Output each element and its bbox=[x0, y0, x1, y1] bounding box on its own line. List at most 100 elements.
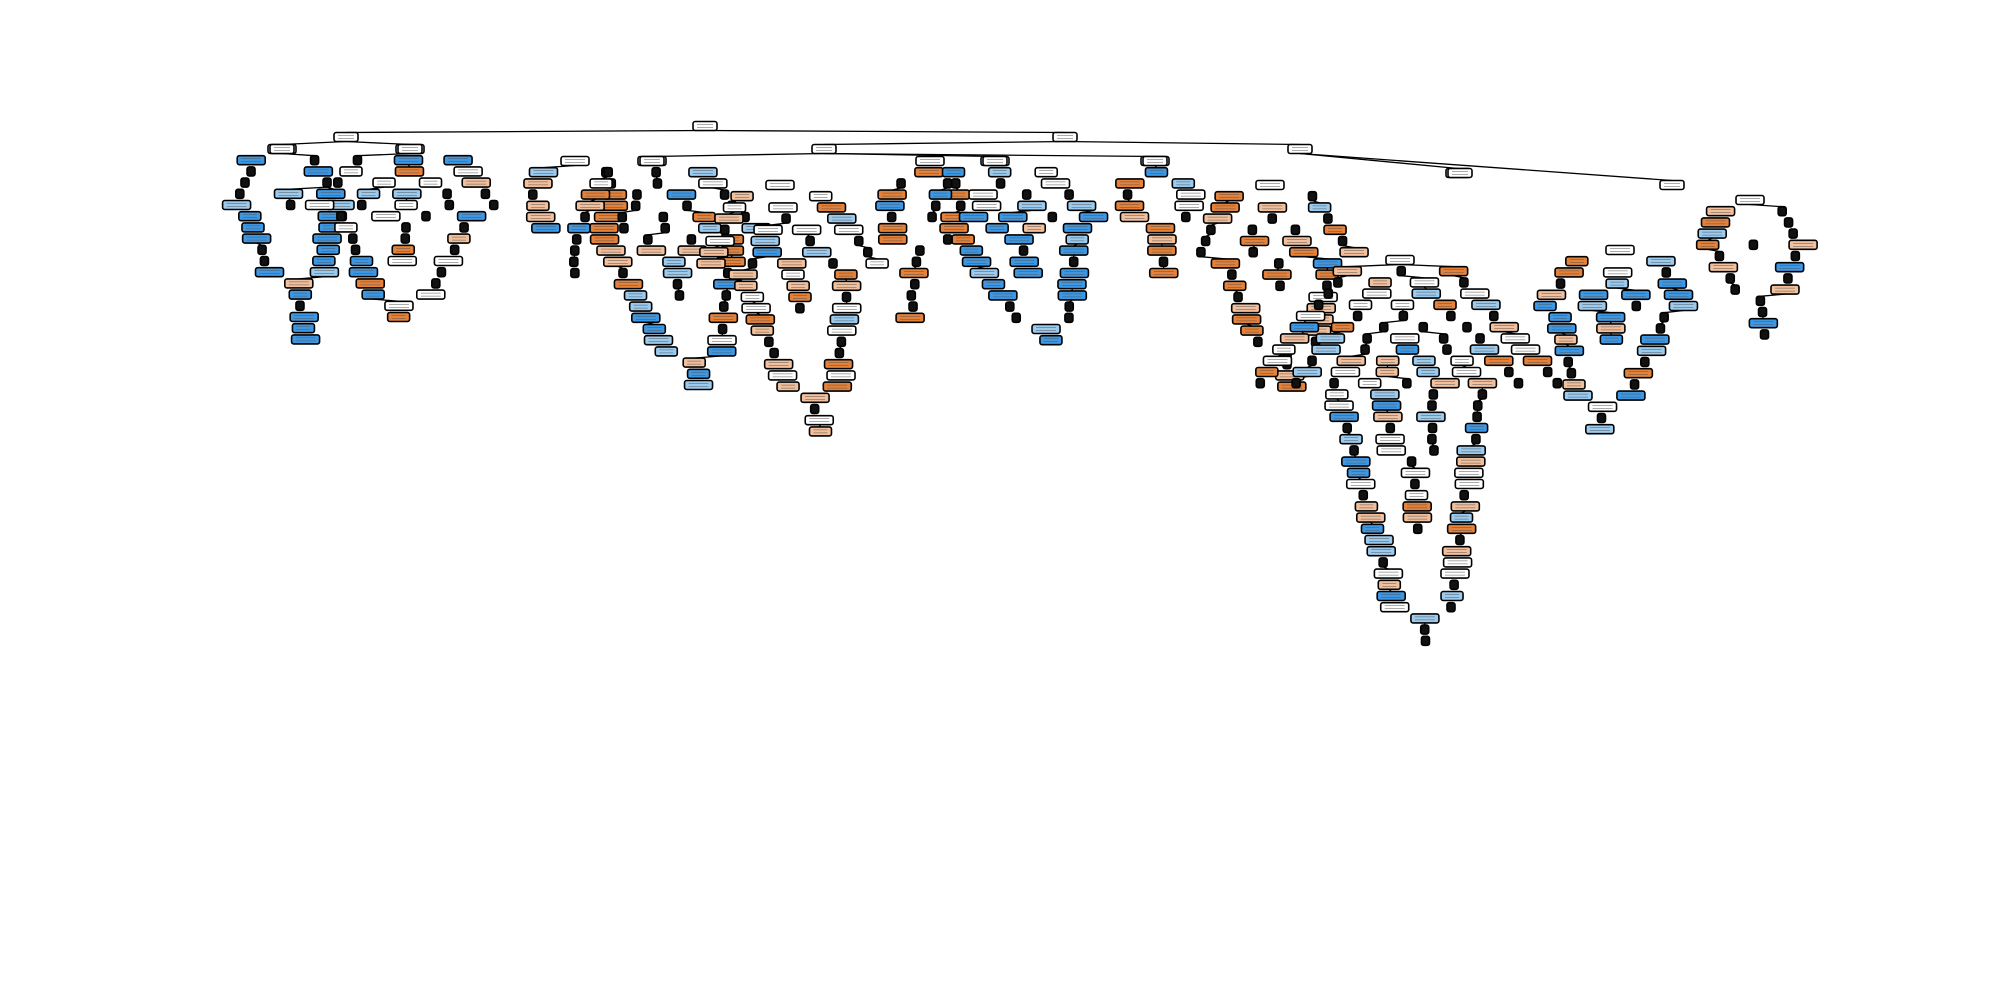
tree-node bbox=[1341, 456, 1371, 467]
tree-node-box bbox=[1596, 323, 1626, 334]
tree-node bbox=[1464, 422, 1489, 434]
tree-node bbox=[333, 131, 359, 143]
tree-node-box bbox=[1315, 333, 1346, 344]
tree-node bbox=[443, 154, 473, 166]
tree-node bbox=[356, 188, 381, 200]
tree-node bbox=[580, 189, 611, 200]
tree-node bbox=[719, 189, 730, 200]
tree-node-box bbox=[259, 255, 270, 267]
tree-node-box bbox=[322, 177, 332, 188]
tree-node bbox=[1467, 377, 1498, 389]
tree-edge bbox=[1299, 152, 1673, 182]
tree-node bbox=[651, 166, 661, 178]
tree-node bbox=[877, 222, 908, 234]
tree-node-box bbox=[1034, 166, 1059, 178]
tree-node bbox=[1147, 245, 1177, 256]
tree-node bbox=[769, 347, 779, 359]
tree-node bbox=[400, 233, 411, 244]
tree-node-box bbox=[804, 414, 835, 426]
tree-node bbox=[981, 278, 1006, 290]
tree-node bbox=[1410, 478, 1420, 490]
tree-node-box bbox=[950, 178, 961, 189]
tree-node bbox=[1708, 261, 1739, 273]
tree-node-box bbox=[1206, 224, 1216, 236]
tree-node-box bbox=[480, 188, 491, 200]
tree-node bbox=[763, 358, 794, 370]
tree-node-box bbox=[1262, 355, 1293, 367]
tree-node-box bbox=[334, 222, 358, 233]
tree-node bbox=[1196, 246, 1206, 258]
tree-node bbox=[639, 155, 665, 167]
tree-node-box bbox=[289, 311, 319, 323]
tree-node bbox=[630, 200, 641, 212]
tree-node-box bbox=[1255, 377, 1266, 389]
tree-node bbox=[1368, 277, 1392, 288]
tree-node-box bbox=[1447, 167, 1473, 179]
tree-node bbox=[1373, 411, 1403, 423]
tree-node-box bbox=[1646, 255, 1676, 267]
tree-node bbox=[1450, 355, 1474, 367]
tree-node-box bbox=[706, 346, 737, 357]
tree-node-box bbox=[1755, 295, 1766, 307]
tree-node-box bbox=[1011, 312, 1022, 324]
tree-node bbox=[1700, 217, 1731, 228]
tree-node-box bbox=[1790, 250, 1801, 262]
tree-node-box bbox=[1341, 456, 1371, 467]
tree-node-box bbox=[1504, 366, 1514, 378]
tree-node bbox=[480, 188, 491, 200]
tree-node bbox=[1385, 422, 1396, 434]
tree-node-box bbox=[393, 154, 424, 166]
tree-node-box bbox=[654, 346, 679, 357]
tree-node bbox=[1370, 389, 1400, 400]
tree-node-box bbox=[1059, 267, 1090, 279]
tree-node-box bbox=[1145, 222, 1176, 234]
tree-node bbox=[241, 222, 265, 233]
tree-node-box bbox=[1774, 261, 1805, 273]
tree-node-box bbox=[750, 325, 775, 336]
tree-node bbox=[1455, 534, 1465, 546]
tree-node-box bbox=[961, 256, 992, 268]
tree-node bbox=[958, 211, 989, 223]
tree-node bbox=[899, 267, 929, 279]
tree-node-box bbox=[1428, 389, 1439, 400]
tree-node-box bbox=[1147, 234, 1177, 245]
tree-node-box bbox=[1587, 401, 1618, 413]
tree-node-box bbox=[1171, 178, 1196, 189]
tree-node-box bbox=[688, 166, 718, 178]
tree-node bbox=[415, 289, 446, 300]
tree-node bbox=[863, 246, 873, 258]
tree-node-box bbox=[1533, 300, 1557, 312]
tree-node bbox=[1462, 321, 1472, 333]
tree-node bbox=[1640, 356, 1650, 368]
tree-node-box bbox=[1289, 321, 1320, 333]
tree-node-box bbox=[350, 244, 361, 256]
tree-node bbox=[829, 314, 860, 325]
tree-node-box bbox=[1783, 217, 1794, 228]
tree-node-box bbox=[436, 266, 447, 278]
tree-node bbox=[1472, 400, 1483, 411]
tree-node-box bbox=[1406, 456, 1417, 467]
tree-node bbox=[527, 189, 538, 200]
tree-node bbox=[811, 143, 837, 155]
tree-node bbox=[1262, 355, 1293, 367]
tree-node-box bbox=[447, 233, 471, 244]
tree-node-box bbox=[1330, 366, 1361, 378]
tree-node-box bbox=[1631, 300, 1642, 312]
tree-node bbox=[1257, 202, 1288, 213]
tree-node bbox=[1419, 624, 1430, 635]
tree-node bbox=[1078, 211, 1109, 223]
tree-node bbox=[808, 190, 833, 202]
tree-node bbox=[1427, 422, 1438, 434]
tree-node-box bbox=[1636, 345, 1667, 357]
tree-node-box bbox=[1395, 344, 1420, 355]
tree-node-box bbox=[284, 278, 314, 289]
tree-node-box bbox=[1398, 310, 1409, 322]
tree-node bbox=[1021, 189, 1032, 200]
tree-node bbox=[1267, 213, 1278, 224]
tree-node bbox=[1510, 344, 1541, 355]
tree-node-box bbox=[589, 222, 619, 234]
tree-node bbox=[1420, 635, 1431, 647]
tree-node-box bbox=[1522, 355, 1553, 367]
tree-node bbox=[315, 188, 346, 200]
tree-node bbox=[831, 280, 862, 292]
